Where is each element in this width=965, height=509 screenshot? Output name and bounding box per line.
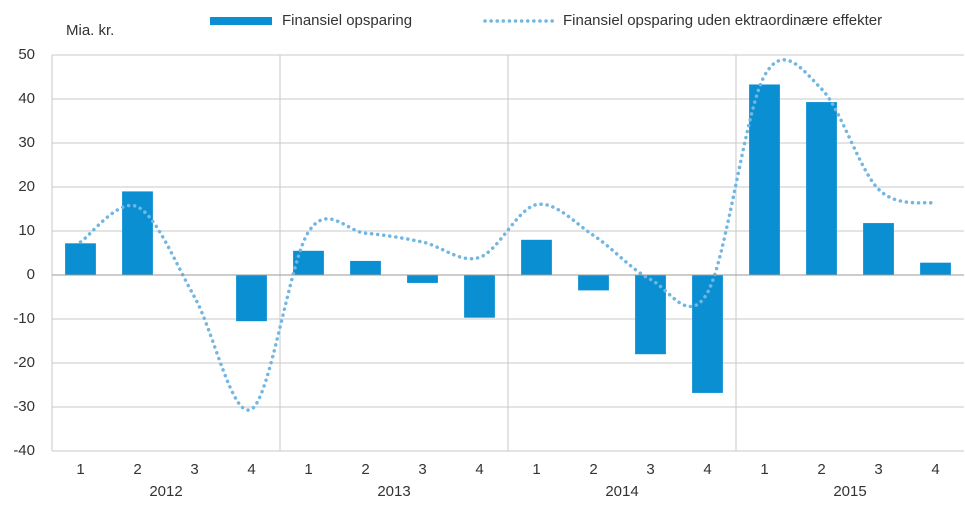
bar <box>806 102 837 275</box>
y-tick-label: 50 <box>18 46 35 63</box>
x-tick-label: 2 <box>133 461 141 478</box>
group-label: 2012 <box>149 483 182 500</box>
bar <box>578 275 609 291</box>
x-tick-label: 3 <box>418 461 426 478</box>
x-tick-label: 4 <box>475 461 483 478</box>
group-label: 2013 <box>377 483 410 500</box>
x-tick-label: 1 <box>304 461 312 478</box>
x-tick-label: 1 <box>532 461 540 478</box>
bar <box>464 275 495 318</box>
y-tick-label: -30 <box>13 398 35 415</box>
legend-label: Finansiel opsparing <box>282 12 412 29</box>
group-label: 2014 <box>605 483 638 500</box>
bar <box>521 239 552 275</box>
bar <box>407 275 438 283</box>
x-tick-label: 2 <box>817 461 825 478</box>
y-tick-label: -10 <box>13 310 35 327</box>
line <box>78 58 938 412</box>
y-tick-label: 40 <box>18 90 35 107</box>
x-tick-label: 4 <box>703 461 711 478</box>
group-label: 2015 <box>833 483 866 500</box>
y-tick-label: -40 <box>13 442 35 459</box>
y-tick-label: 30 <box>18 134 35 151</box>
x-tick-label: 4 <box>931 461 939 478</box>
x-tick-label: 4 <box>247 461 255 478</box>
bar <box>692 275 723 393</box>
x-tick-label: 2 <box>361 461 369 478</box>
x-tick-label: 1 <box>760 461 768 478</box>
y-tick-label: 20 <box>18 178 35 195</box>
x-tick-label: 3 <box>874 461 882 478</box>
bar <box>350 260 381 275</box>
x-tick-label: 1 <box>76 461 84 478</box>
x-tick-label: 3 <box>646 461 654 478</box>
y-tick-label: -20 <box>13 354 35 371</box>
y-axis-label: Mia. kr. <box>66 22 114 39</box>
x-tick-label: 3 <box>190 461 198 478</box>
bar <box>65 243 96 275</box>
y-tick-label: 10 <box>18 222 35 239</box>
bar <box>863 223 894 275</box>
bar <box>122 191 153 275</box>
legend-swatch <box>210 17 272 25</box>
bar <box>749 84 780 275</box>
y-tick-label: 0 <box>27 266 35 283</box>
bar <box>920 262 951 275</box>
legend-label: Finansiel opsparing uden ektraordinære e… <box>563 12 882 29</box>
bar <box>236 275 267 322</box>
x-tick-label: 2 <box>589 461 597 478</box>
